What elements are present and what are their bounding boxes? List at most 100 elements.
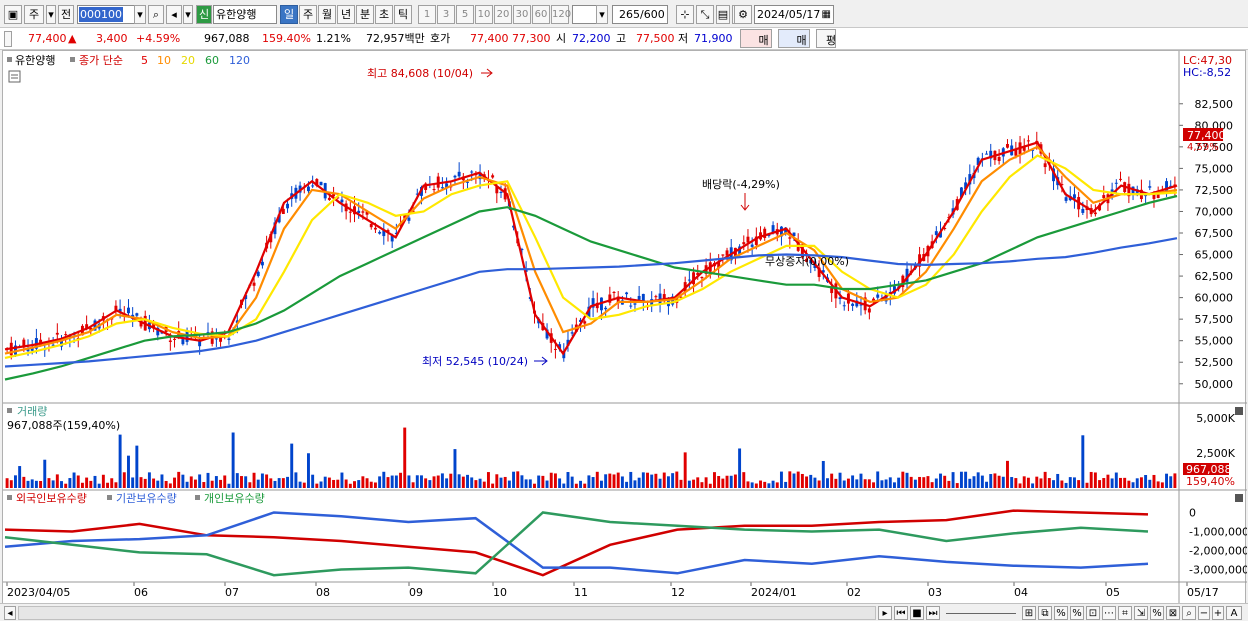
x-tick-label: 09	[409, 586, 423, 599]
zoom-slider[interactable]	[946, 606, 1016, 614]
speaker-icon[interactable]: ◂	[166, 5, 182, 24]
save-icon[interactable]: ▤	[716, 5, 730, 24]
quote-expand-icon[interactable]	[4, 31, 12, 47]
count-tab[interactable]: 30	[513, 5, 531, 24]
scroll-right-icon[interactable]: ▸	[878, 606, 892, 620]
stop-icon[interactable]: ■	[910, 606, 924, 620]
zoom-in-icon[interactable]: +	[1212, 606, 1224, 620]
layout-icon[interactable]: ⊞	[1022, 606, 1036, 620]
candle-body	[357, 210, 361, 214]
date-input[interactable]: 2024/05/17 ▦	[754, 5, 834, 24]
legend-close-label[interactable]: 종가 단순	[79, 54, 123, 67]
fit-icon[interactable]: ⇲	[1134, 606, 1148, 620]
font-size-icon[interactable]: A	[1226, 606, 1242, 620]
zoom-icon[interactable]: ⌕	[1182, 606, 1196, 620]
period-tab[interactable]: 틱	[394, 5, 412, 24]
candle-body	[985, 153, 989, 155]
window-menu-icon[interactable]: ▣	[4, 5, 22, 24]
period-tab[interactable]: 주	[299, 5, 317, 24]
close-panel-icon[interactable]	[1235, 407, 1243, 415]
legend-holders[interactable]: 외국인보유수량 기관보유수량 개인보유수량	[7, 492, 265, 505]
count-tab[interactable]: 10	[475, 5, 493, 24]
period-tab[interactable]: 월	[318, 5, 336, 24]
legend-ma-label[interactable]: 60	[205, 54, 219, 67]
stock-name-field[interactable]: 유한양행	[213, 5, 277, 24]
percent-mode-icon[interactable]: %	[1150, 606, 1164, 620]
date-text: 2024/05/17	[757, 8, 821, 21]
legend-holder-label[interactable]: 개인보유수량	[204, 492, 265, 505]
count-tab[interactable]: 120	[551, 5, 571, 24]
count-dropdown-icon[interactable]: ▾	[596, 5, 608, 24]
candle-body	[746, 236, 750, 243]
legend-holder-label[interactable]: 외국인보유수량	[16, 492, 87, 505]
volume-bar	[1031, 483, 1035, 488]
speaker-dropdown-icon[interactable]: ▾	[183, 5, 193, 24]
volume-title[interactable]: 거래량	[17, 405, 47, 418]
volume-bar	[662, 472, 666, 488]
legend-ma-label[interactable]: 5	[141, 54, 148, 67]
volume-bar	[583, 483, 587, 488]
legend-holder-label[interactable]: 기관보유수량	[116, 492, 177, 505]
volume-bar	[683, 452, 687, 488]
legend-ma-periods[interactable]: 5 10 20 60 120	[141, 54, 250, 67]
percent-icon[interactable]: %	[1070, 606, 1084, 620]
period-tab[interactable]: 년	[337, 5, 355, 24]
open-label: 시	[556, 32, 567, 45]
sell-button[interactable]: 매도	[778, 29, 810, 63]
scale-icon[interactable]: ⌗	[1118, 606, 1132, 620]
candle-body	[700, 276, 704, 279]
stock-code-input[interactable]: 000100	[77, 5, 135, 24]
candle-body	[721, 254, 725, 256]
code-dropdown-icon[interactable]: ▾	[134, 5, 146, 24]
scroll-left-icon[interactable]: ◂	[4, 606, 16, 620]
volume-bar	[675, 471, 679, 488]
avg-button[interactable]: 평	[816, 29, 836, 48]
draw-tool-icon[interactable]: ⤡	[696, 5, 714, 24]
table-toggle-icon[interactable]	[8, 70, 21, 83]
candle-body	[633, 303, 637, 305]
count-tab[interactable]: 1	[418, 5, 436, 24]
period-tab[interactable]: 일	[280, 5, 298, 24]
grid-icon[interactable]: ⊠	[1166, 606, 1180, 620]
count-tab[interactable]: 20	[494, 5, 512, 24]
search-icon[interactable]: ⌕	[148, 5, 164, 24]
trade-amount: 72,957백만	[366, 32, 425, 45]
volume-bar	[440, 473, 444, 488]
volume-bar	[524, 479, 528, 488]
x-tick-label: 05	[1106, 586, 1120, 599]
volume-bar	[738, 448, 742, 488]
calendar-icon[interactable]: ▦	[821, 9, 831, 20]
prev-button[interactable]: 전	[58, 5, 74, 24]
count-tab[interactable]: 3	[437, 5, 455, 24]
market-dropdown-icon[interactable]: ▾	[46, 5, 56, 24]
volume-bar	[834, 478, 838, 488]
legend-ma-label[interactable]: 120	[229, 54, 250, 67]
count-tab[interactable]: 60	[532, 5, 550, 24]
volume-bar	[599, 480, 603, 488]
legend-stock-name[interactable]: 유한양행	[15, 54, 55, 67]
zoom-out-icon[interactable]: −	[1198, 606, 1210, 620]
chart-area[interactable]: 82,500 80,000 77,500 75,000 72,500 70,000 67,5…	[2, 50, 1248, 606]
market-select[interactable]: 주	[24, 5, 44, 24]
gear-icon[interactable]: ⚙	[734, 5, 752, 24]
close-panel-icon[interactable]	[1235, 494, 1243, 502]
chart-type-icon[interactable]: ⊡	[1086, 606, 1100, 620]
compare-icon[interactable]: ⧉	[1038, 606, 1052, 620]
play-icon[interactable]: ⏭	[926, 606, 940, 620]
scroll-track[interactable]	[18, 606, 876, 620]
legend-ma-label[interactable]: 20	[181, 54, 195, 67]
period-tab[interactable]: 초	[375, 5, 393, 24]
crosshair-icon[interactable]: ⊹	[676, 5, 694, 24]
candle-body	[390, 234, 394, 242]
last-price-tag	[1183, 128, 1223, 141]
legend-ma-label[interactable]: 10	[157, 54, 171, 67]
buy-button[interactable]: 매수	[740, 29, 772, 63]
chart-svg[interactable]: 82,50080,00077,50075,00072,50070,00067,5…	[3, 51, 1248, 606]
count-tab[interactable]: 5	[456, 5, 474, 24]
volume-bar	[1165, 473, 1169, 488]
range-field[interactable]: 265/600	[612, 5, 668, 24]
options-icon[interactable]: ⋯	[1102, 606, 1116, 620]
ratio-icon[interactable]: %	[1054, 606, 1068, 620]
period-tab[interactable]: 분	[356, 5, 374, 24]
rewind-icon[interactable]: ⏮	[894, 606, 908, 620]
